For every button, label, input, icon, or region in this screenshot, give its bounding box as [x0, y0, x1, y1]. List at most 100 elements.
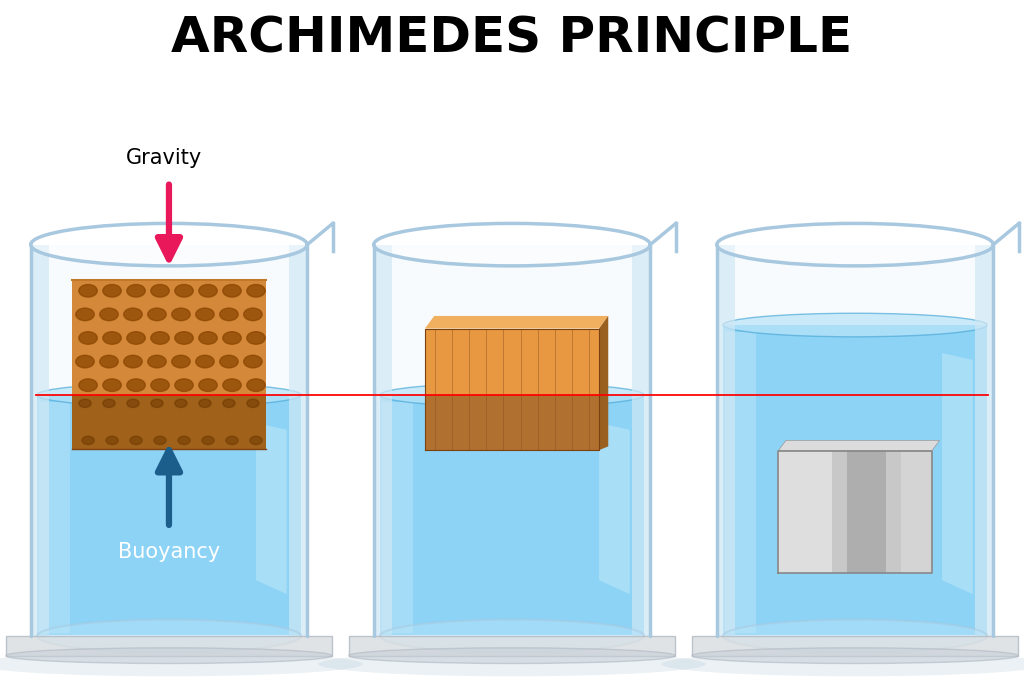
- Circle shape: [247, 434, 265, 447]
- Circle shape: [99, 355, 118, 368]
- Ellipse shape: [662, 651, 1024, 677]
- Circle shape: [151, 332, 169, 345]
- Circle shape: [76, 355, 94, 368]
- Polygon shape: [425, 395, 599, 450]
- Circle shape: [223, 434, 242, 447]
- Circle shape: [172, 308, 190, 321]
- Circle shape: [223, 332, 242, 345]
- Polygon shape: [39, 402, 70, 633]
- Polygon shape: [942, 353, 973, 594]
- Circle shape: [82, 436, 94, 445]
- Circle shape: [147, 397, 166, 410]
- Circle shape: [244, 355, 262, 368]
- Circle shape: [130, 436, 142, 445]
- Polygon shape: [717, 245, 735, 636]
- Circle shape: [105, 436, 118, 445]
- Circle shape: [247, 284, 265, 297]
- Ellipse shape: [37, 383, 301, 407]
- Circle shape: [175, 284, 194, 297]
- Circle shape: [223, 379, 242, 391]
- Polygon shape: [349, 636, 675, 656]
- Text: Buoyancy: Buoyancy: [118, 542, 220, 562]
- Ellipse shape: [349, 648, 675, 663]
- Circle shape: [127, 284, 145, 297]
- Circle shape: [79, 284, 97, 297]
- Circle shape: [76, 397, 94, 410]
- Circle shape: [178, 436, 190, 445]
- Circle shape: [244, 397, 262, 410]
- Circle shape: [124, 397, 142, 410]
- Circle shape: [202, 436, 214, 445]
- Circle shape: [199, 332, 217, 345]
- Circle shape: [102, 379, 121, 391]
- Circle shape: [102, 434, 121, 447]
- Polygon shape: [975, 245, 993, 636]
- Circle shape: [199, 284, 217, 297]
- Polygon shape: [848, 451, 886, 573]
- Circle shape: [76, 308, 94, 321]
- Ellipse shape: [717, 224, 993, 266]
- Circle shape: [127, 332, 145, 345]
- Ellipse shape: [6, 648, 332, 663]
- Circle shape: [223, 399, 236, 408]
- Circle shape: [199, 434, 217, 447]
- Circle shape: [99, 397, 118, 410]
- Circle shape: [199, 399, 211, 408]
- Polygon shape: [31, 245, 49, 636]
- Polygon shape: [778, 451, 831, 573]
- Circle shape: [151, 434, 169, 447]
- Circle shape: [127, 434, 145, 447]
- Polygon shape: [289, 245, 307, 636]
- Ellipse shape: [380, 619, 644, 653]
- Polygon shape: [380, 395, 644, 635]
- Circle shape: [124, 355, 142, 368]
- Circle shape: [247, 379, 265, 391]
- Polygon shape: [778, 451, 932, 573]
- Circle shape: [247, 332, 265, 345]
- Circle shape: [175, 399, 187, 408]
- Polygon shape: [374, 245, 650, 636]
- Circle shape: [99, 308, 118, 321]
- Polygon shape: [723, 325, 987, 635]
- Circle shape: [79, 332, 97, 345]
- Circle shape: [102, 399, 115, 408]
- Polygon shape: [72, 395, 266, 449]
- Circle shape: [172, 355, 190, 368]
- Circle shape: [127, 399, 139, 408]
- Polygon shape: [725, 332, 756, 633]
- Ellipse shape: [692, 648, 1018, 663]
- Polygon shape: [382, 402, 413, 633]
- Polygon shape: [599, 423, 630, 594]
- Circle shape: [147, 355, 166, 368]
- Circle shape: [196, 397, 214, 410]
- Text: ARCHIMEDES PRINCIPLE: ARCHIMEDES PRINCIPLE: [171, 15, 853, 62]
- Circle shape: [175, 332, 194, 345]
- Circle shape: [79, 399, 91, 408]
- Circle shape: [223, 284, 242, 297]
- Polygon shape: [72, 280, 266, 395]
- Ellipse shape: [318, 651, 706, 677]
- Polygon shape: [6, 636, 332, 656]
- Circle shape: [172, 397, 190, 410]
- Circle shape: [124, 308, 142, 321]
- Ellipse shape: [31, 224, 307, 266]
- Polygon shape: [256, 423, 287, 594]
- Polygon shape: [37, 395, 301, 635]
- Circle shape: [79, 434, 97, 447]
- Polygon shape: [425, 329, 599, 395]
- Circle shape: [102, 284, 121, 297]
- Circle shape: [226, 436, 239, 445]
- Ellipse shape: [380, 383, 644, 407]
- Circle shape: [154, 436, 166, 445]
- Circle shape: [151, 284, 169, 297]
- Circle shape: [151, 379, 169, 391]
- Circle shape: [250, 436, 262, 445]
- Circle shape: [220, 397, 239, 410]
- Polygon shape: [31, 245, 307, 636]
- Ellipse shape: [374, 224, 650, 266]
- Circle shape: [244, 308, 262, 321]
- Ellipse shape: [723, 619, 987, 653]
- Circle shape: [151, 399, 163, 408]
- Polygon shape: [599, 316, 608, 450]
- Polygon shape: [717, 245, 993, 636]
